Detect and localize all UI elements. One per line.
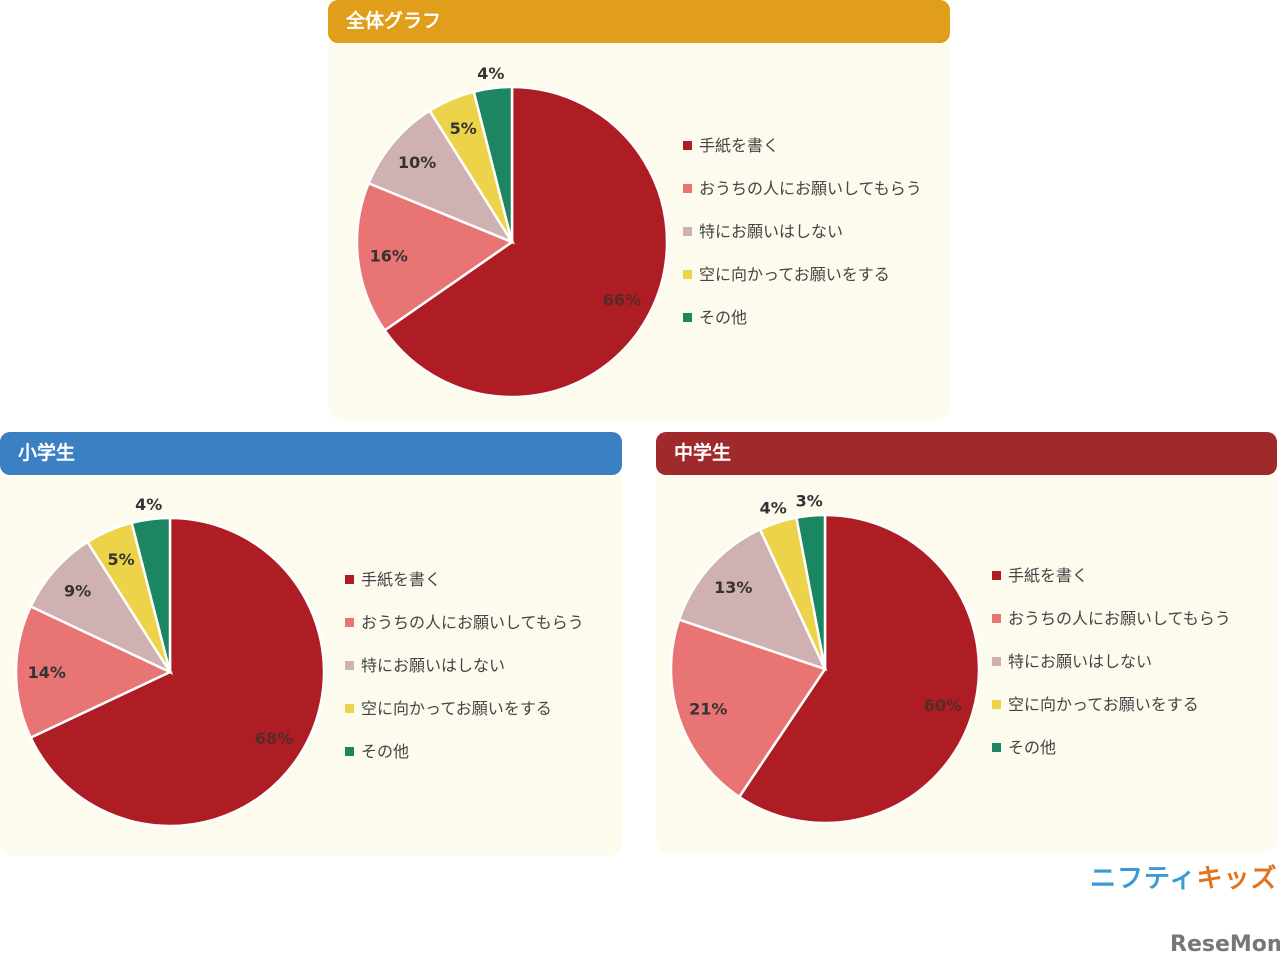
legend-swatch <box>992 657 1001 666</box>
legend-label: 特にお願いはしない <box>1008 652 1153 671</box>
legend-swatch <box>345 661 354 670</box>
legend-swatch <box>345 704 354 713</box>
pie-chart: 68% 14% 9% 5% 4% <box>14 495 326 828</box>
elementary-chart-panel: 小学生 68% 14% 9% 5% 4% 手紙を書くおうちの人にお願いしてもらう 特にお願いは… <box>0 432 622 856</box>
legend-swatch <box>345 747 354 756</box>
legend-swatch <box>683 227 692 236</box>
overall-chart-panel: 全体グラフ 66% 16% 10% 5% 4% 手紙を書くおうちの人にお願いしてもらう 特にお… <box>328 0 950 420</box>
pie-slice <box>130 516 172 673</box>
legend-item: その他 <box>683 304 747 328</box>
slice-label: 13% <box>714 578 752 597</box>
chart-title: 小学生 <box>0 432 622 475</box>
legend-label: 特にお願いはしない <box>361 656 506 675</box>
legend-swatch <box>683 313 692 322</box>
chart-title: 中学生 <box>656 432 1277 475</box>
legend-item: 手紙を書く <box>992 562 1088 586</box>
junior-high-chart-panel: 中学生 60% 21% 13% 4% 3% 手紙を書くおうちの人にお願いしてもらう 特にお願い… <box>656 432 1277 853</box>
legend-label: おうちの人にお願いしてもらう <box>1008 609 1231 628</box>
legend-swatch <box>683 270 692 279</box>
slice-label: 66% <box>603 290 641 309</box>
legend-label: 特にお願いはしない <box>699 222 844 241</box>
legend-label: おうちの人にお願いしてもらう <box>699 179 922 198</box>
legend-swatch <box>683 184 692 193</box>
pie-slice <box>677 527 828 672</box>
slice-label: 9% <box>64 582 91 601</box>
slice-label: 4% <box>477 64 504 83</box>
legend-item: その他 <box>992 734 1056 758</box>
slice-label: 16% <box>370 246 408 265</box>
legend-item: 空に向かってお願いをする <box>683 261 890 285</box>
pie-chart: 60% 21% 13% 4% 3% <box>669 491 981 825</box>
legend-swatch <box>992 571 1001 580</box>
legend-label: おうちの人にお願いしてもらう <box>361 613 584 632</box>
legend-swatch <box>345 618 354 627</box>
legend-item: 手紙を書く <box>683 132 779 156</box>
legend-item: 特にお願いはしない <box>345 652 505 676</box>
chart-title: 全体グラフ <box>328 0 950 43</box>
slice-label: 3% <box>796 491 823 510</box>
slice-label: 14% <box>28 663 66 682</box>
pie-slice <box>382 85 669 399</box>
pie-slice <box>366 108 516 245</box>
legend-item: 空に向かってお願いをする <box>345 695 552 719</box>
legend-label: 空に向かってお願いをする <box>361 699 552 718</box>
legend-label: 空に向かってお願いをする <box>1008 695 1199 714</box>
legend-item: おうちの人にお願いしてもらう <box>345 609 584 633</box>
legend-label: その他 <box>699 308 748 327</box>
legend-item: 特にお願いはしない <box>683 218 843 242</box>
legend-item: その他 <box>345 738 409 762</box>
pie-slice <box>28 516 326 828</box>
pie-slice <box>28 540 174 675</box>
slice-label: 68% <box>255 729 293 748</box>
slice-label: 21% <box>689 700 727 719</box>
slice-label: 4% <box>135 495 162 514</box>
legend-swatch <box>345 575 354 584</box>
legend-swatch <box>992 700 1001 709</box>
pie-slice <box>794 513 827 670</box>
pie-slice <box>669 618 827 799</box>
resemom-logo: ReseMom <box>1170 932 1280 957</box>
pie-chart: 66% 16% 10% 5% 4% <box>355 64 669 399</box>
pie-slice <box>14 604 173 740</box>
legend-swatch <box>683 141 692 150</box>
pie-slice <box>355 181 515 333</box>
slice-label: 5% <box>107 550 134 569</box>
slice-label: 5% <box>450 119 477 138</box>
pie-slice <box>737 513 981 825</box>
legend-item: おうちの人にお願いしてもらう <box>992 605 1231 629</box>
legend-label: 手紙を書く <box>699 136 780 155</box>
legend-item: 特にお願いはしない <box>992 648 1152 672</box>
legend-label: 空に向かってお願いをする <box>699 265 890 284</box>
slice-label: 60% <box>924 696 962 715</box>
legend-label: 手紙を書く <box>1008 566 1089 585</box>
legend-item: 手紙を書く <box>345 566 441 590</box>
slice-label: 4% <box>760 499 787 518</box>
legend-label: その他 <box>1008 738 1057 757</box>
legend-label: その他 <box>361 742 410 761</box>
legend-swatch <box>992 743 1001 752</box>
legend-item: おうちの人にお願いしてもらう <box>683 175 922 199</box>
legend-label: 手紙を書く <box>361 570 442 589</box>
legend-item: 空に向かってお願いをする <box>992 691 1199 715</box>
nifty-kids-logo: ニフティキッズ <box>1090 864 1278 894</box>
legend-swatch <box>992 614 1001 623</box>
pie-slice <box>472 85 514 243</box>
slice-label: 10% <box>398 153 436 172</box>
